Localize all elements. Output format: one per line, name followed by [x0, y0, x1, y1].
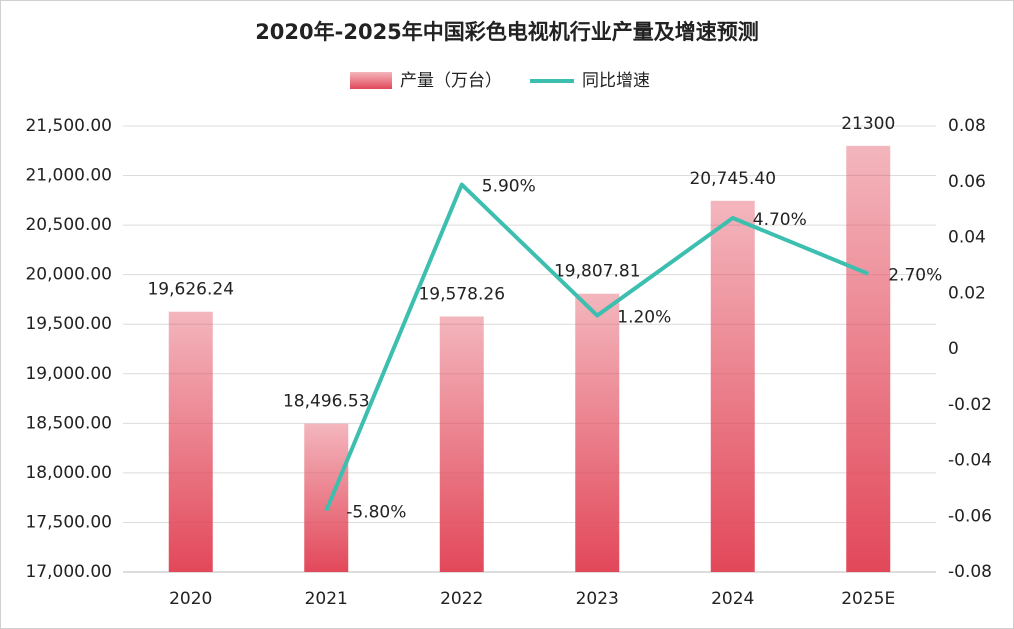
y-tick-label: 21,500.00: [25, 116, 112, 136]
y2-tick-label: 0.08: [948, 116, 986, 136]
x-tick-label: 2025E: [841, 589, 895, 609]
bar-value-label: 19,578.26: [418, 284, 505, 304]
y2-tick-label: 0.06: [948, 172, 986, 192]
bar: [846, 145, 891, 573]
bar: [304, 423, 349, 572]
y2-tick-label: -0.08: [948, 562, 992, 582]
y-tick-label: 18,000.00: [25, 463, 112, 483]
y2-tick-label: 0.02: [948, 283, 986, 303]
y-tick-label: 18,500.00: [25, 413, 112, 433]
bar-value-label: 19,626.24: [147, 280, 234, 300]
line-value-label: 1.20%: [617, 308, 671, 328]
y2-tick-label: -0.04: [948, 451, 992, 471]
x-tick-label: 2021: [305, 589, 348, 609]
chart-title: 2020年-2025年中国彩色电视机行业产量及增速预测: [255, 20, 759, 44]
bar: [710, 200, 755, 572]
line: [324, 182, 870, 512]
line-value-label: 4.70%: [753, 210, 807, 230]
y-tick-label: 17,000.00: [25, 562, 112, 582]
legend-swatch: [350, 72, 392, 89]
line-value-label: 5.90%: [482, 177, 536, 197]
bar: [439, 316, 484, 572]
y-tick-label: 20,500.00: [25, 215, 112, 235]
bar-value-label: 18,496.53: [283, 392, 370, 412]
y-tick-label: 21,000.00: [25, 166, 112, 186]
bar: [168, 311, 213, 572]
line-value-label: -5.80%: [346, 503, 406, 523]
legend-label: 同比增速: [582, 71, 650, 91]
y2-tick-label: -0.06: [948, 506, 992, 526]
x-tick-label: 2022: [440, 589, 483, 609]
legend-label: 产量（万台）: [400, 71, 502, 91]
y2-tick-label: 0.04: [948, 228, 986, 248]
x-tick-label: 2023: [576, 589, 619, 609]
line-value-label: 2.70%: [888, 266, 942, 286]
bar-value-label: 20,745.40: [689, 169, 776, 189]
y-tick-label: 19,000.00: [25, 364, 112, 384]
y-tick-label: 20,000.00: [25, 265, 112, 285]
y-tick-label: 17,500.00: [25, 512, 112, 532]
x-tick-label: 2020: [169, 589, 212, 609]
x-tick-label: 2024: [711, 589, 754, 609]
bar: [575, 293, 620, 572]
y-tick-label: 19,500.00: [25, 314, 112, 334]
bar-value-label: 19,807.81: [554, 262, 641, 282]
y2-tick-label: -0.02: [948, 395, 992, 415]
bar-value-label: 21300: [841, 114, 895, 134]
y2-tick-label: 0: [948, 339, 959, 359]
